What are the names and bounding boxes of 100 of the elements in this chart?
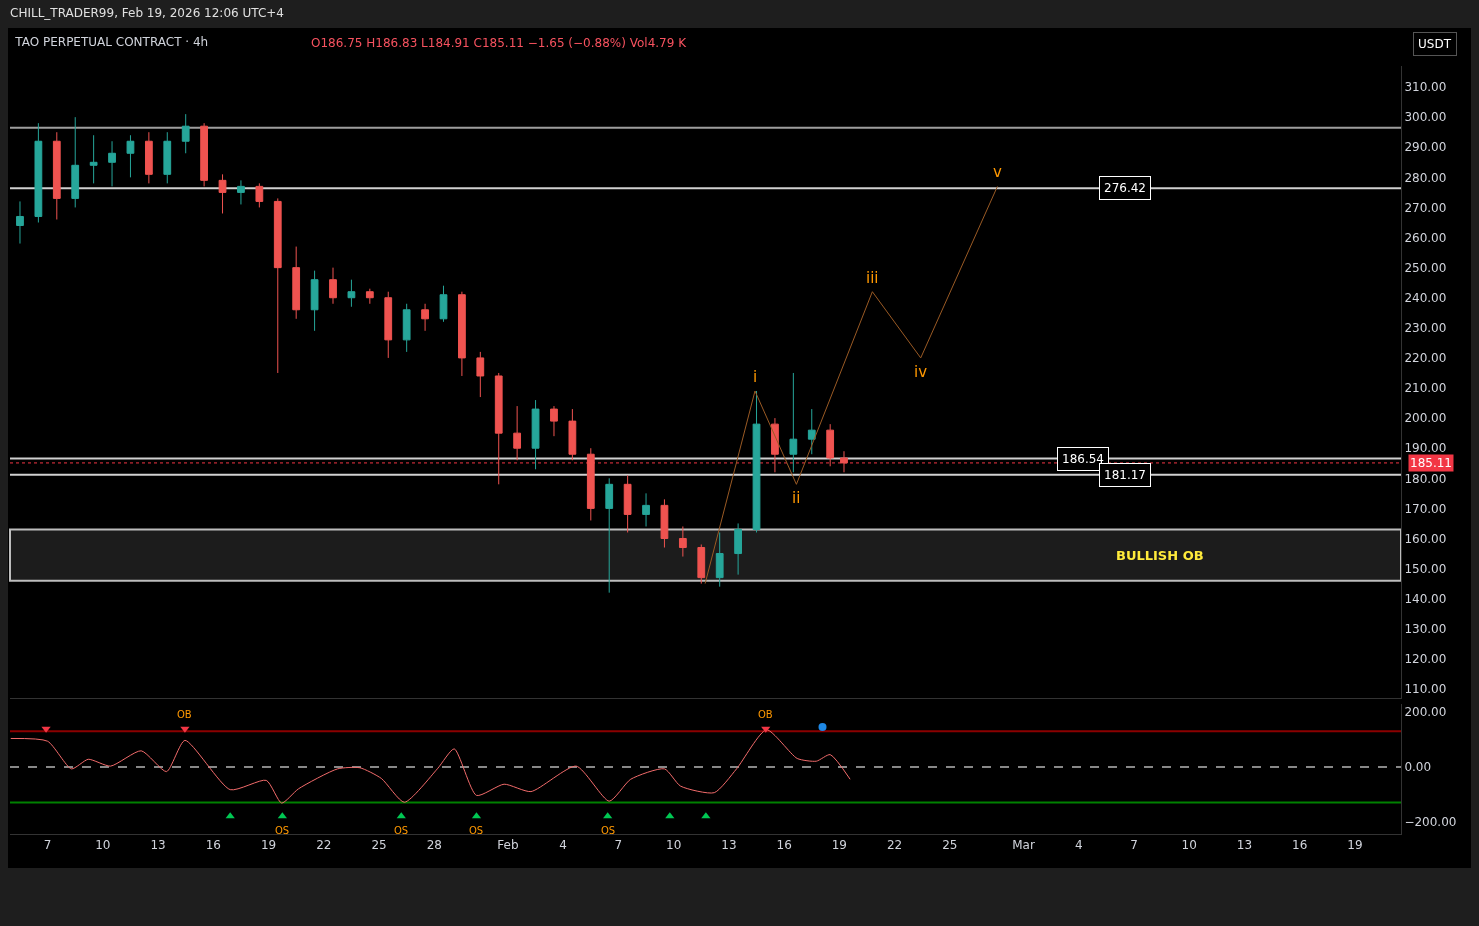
ref-line-label: 276.42 [1104,181,1146,195]
line-series [704,185,998,585]
y-tick-label: 210.00 [1404,381,1447,396]
candlestick [678,525,687,558]
text: CHILL_TRADER99, Feb 19, 2026 12:06 UTC+4 [10,6,284,20]
y-tick-label: 200.00 [1404,705,1447,720]
y-tick-label: 120.00 [1404,652,1447,667]
candlestick [568,408,577,461]
y-tick-label: 240.00 [1404,290,1447,305]
ref-line-label: 181.17 [1104,468,1146,482]
candlestick [89,134,98,184]
y-tick-label: 290.00 [1404,140,1447,155]
annotation: OS [275,825,290,836]
point [818,722,827,731]
candlestick [550,405,558,437]
x-tick-label: 16 [776,838,792,853]
x-tick-label: 7 [614,838,623,853]
ref-line-label: 185.11 [1410,456,1452,470]
candlestick [71,116,80,208]
x-tick-label: 22 [316,838,332,853]
candlestick [255,182,264,208]
band-label: BULLISH OB [1116,548,1204,563]
y-tick-label: 0.00 [1404,760,1432,775]
candlestick [697,544,706,585]
candlestick [807,408,816,455]
candlestick [218,173,227,214]
annotation: i [753,368,758,386]
x-tick-label: 16 [205,838,221,853]
y-tick-label: 200.00 [1404,411,1447,426]
candlestick [476,351,485,398]
candlestick [458,291,466,377]
point [665,812,675,819]
y-tick-label: 110.00 [1404,682,1447,697]
x-tick-label: 19 [831,838,848,853]
chart-title: TAO PERPETUAL CONTRACT · 4h [14,35,209,50]
y-axis-title: USDT [1418,37,1452,51]
candlestick [771,417,779,473]
annotation: OS [601,825,616,836]
candlestick [34,122,43,223]
y-tick-label: 130.00 [1404,621,1447,636]
candlestick [586,447,595,521]
candlestick [126,134,135,178]
x-tick-label: 10 [95,838,111,853]
candlestick [181,113,190,154]
candlestick [273,197,282,374]
annotation: OB [177,709,192,720]
y-tick-label: 280.00 [1404,170,1447,185]
candlestick [52,131,61,220]
x-tick-label: 19 [1347,838,1363,853]
x-tick-label: Mar [1012,838,1035,853]
x-tick-label: 25 [942,838,958,853]
annotation: v [993,163,1002,181]
x-tick-label: 4 [1074,838,1083,853]
y-tick-label: 270.00 [1404,200,1447,215]
candlestick [439,285,448,323]
candlestick [642,492,650,527]
candlestick [660,498,669,549]
candlestick [789,372,798,473]
point [277,812,287,819]
candlestick [144,131,153,184]
x-tick-label: 7 [43,838,52,853]
point [396,812,406,819]
annotation: OS [394,825,409,836]
y-tick-label: 140.00 [1404,591,1447,606]
x-tick-label: 13 [1236,838,1253,853]
candlestick [715,531,724,588]
y-tick-label: 180.00 [1404,471,1447,486]
y-tick-label: 300.00 [1404,110,1447,125]
y-tick-label: −200.00 [1404,814,1457,829]
candlestick [200,122,208,187]
candlestick [623,474,632,533]
annotation: iv [914,363,928,381]
candlestick [752,390,761,533]
x-tick-label: Feb [497,838,519,853]
x-tick-label: 10 [666,838,682,853]
candlestick [840,450,848,473]
x-tick-label: 10 [1181,838,1197,853]
point [603,812,613,819]
annotation: iii [866,269,879,287]
y-tick-label: 310.00 [1404,80,1447,95]
y-tick-label: 250.00 [1404,260,1447,275]
candlestick [402,303,411,353]
candlestick [16,200,24,245]
y-tick-label: 190.00 [1404,441,1447,456]
y-tick-label: 150.00 [1404,561,1447,576]
ref-line-label: 186.54 [1062,452,1104,466]
x-tick-label: 4 [559,838,567,853]
annotation: ii [792,489,801,507]
y-tick-label: 170.00 [1404,501,1447,516]
y-tick-label: 220.00 [1404,351,1447,366]
x-tick-label: 19 [260,838,277,853]
x-tick-label: 13 [150,838,166,853]
annotation: OS [469,825,484,836]
x-tick-label: 22 [886,838,903,853]
annotation: OB [758,709,773,720]
candlestick [494,372,503,485]
candlestick [347,279,356,308]
candlestick [292,246,301,320]
candlestick [421,303,429,332]
candlestick [237,179,245,205]
